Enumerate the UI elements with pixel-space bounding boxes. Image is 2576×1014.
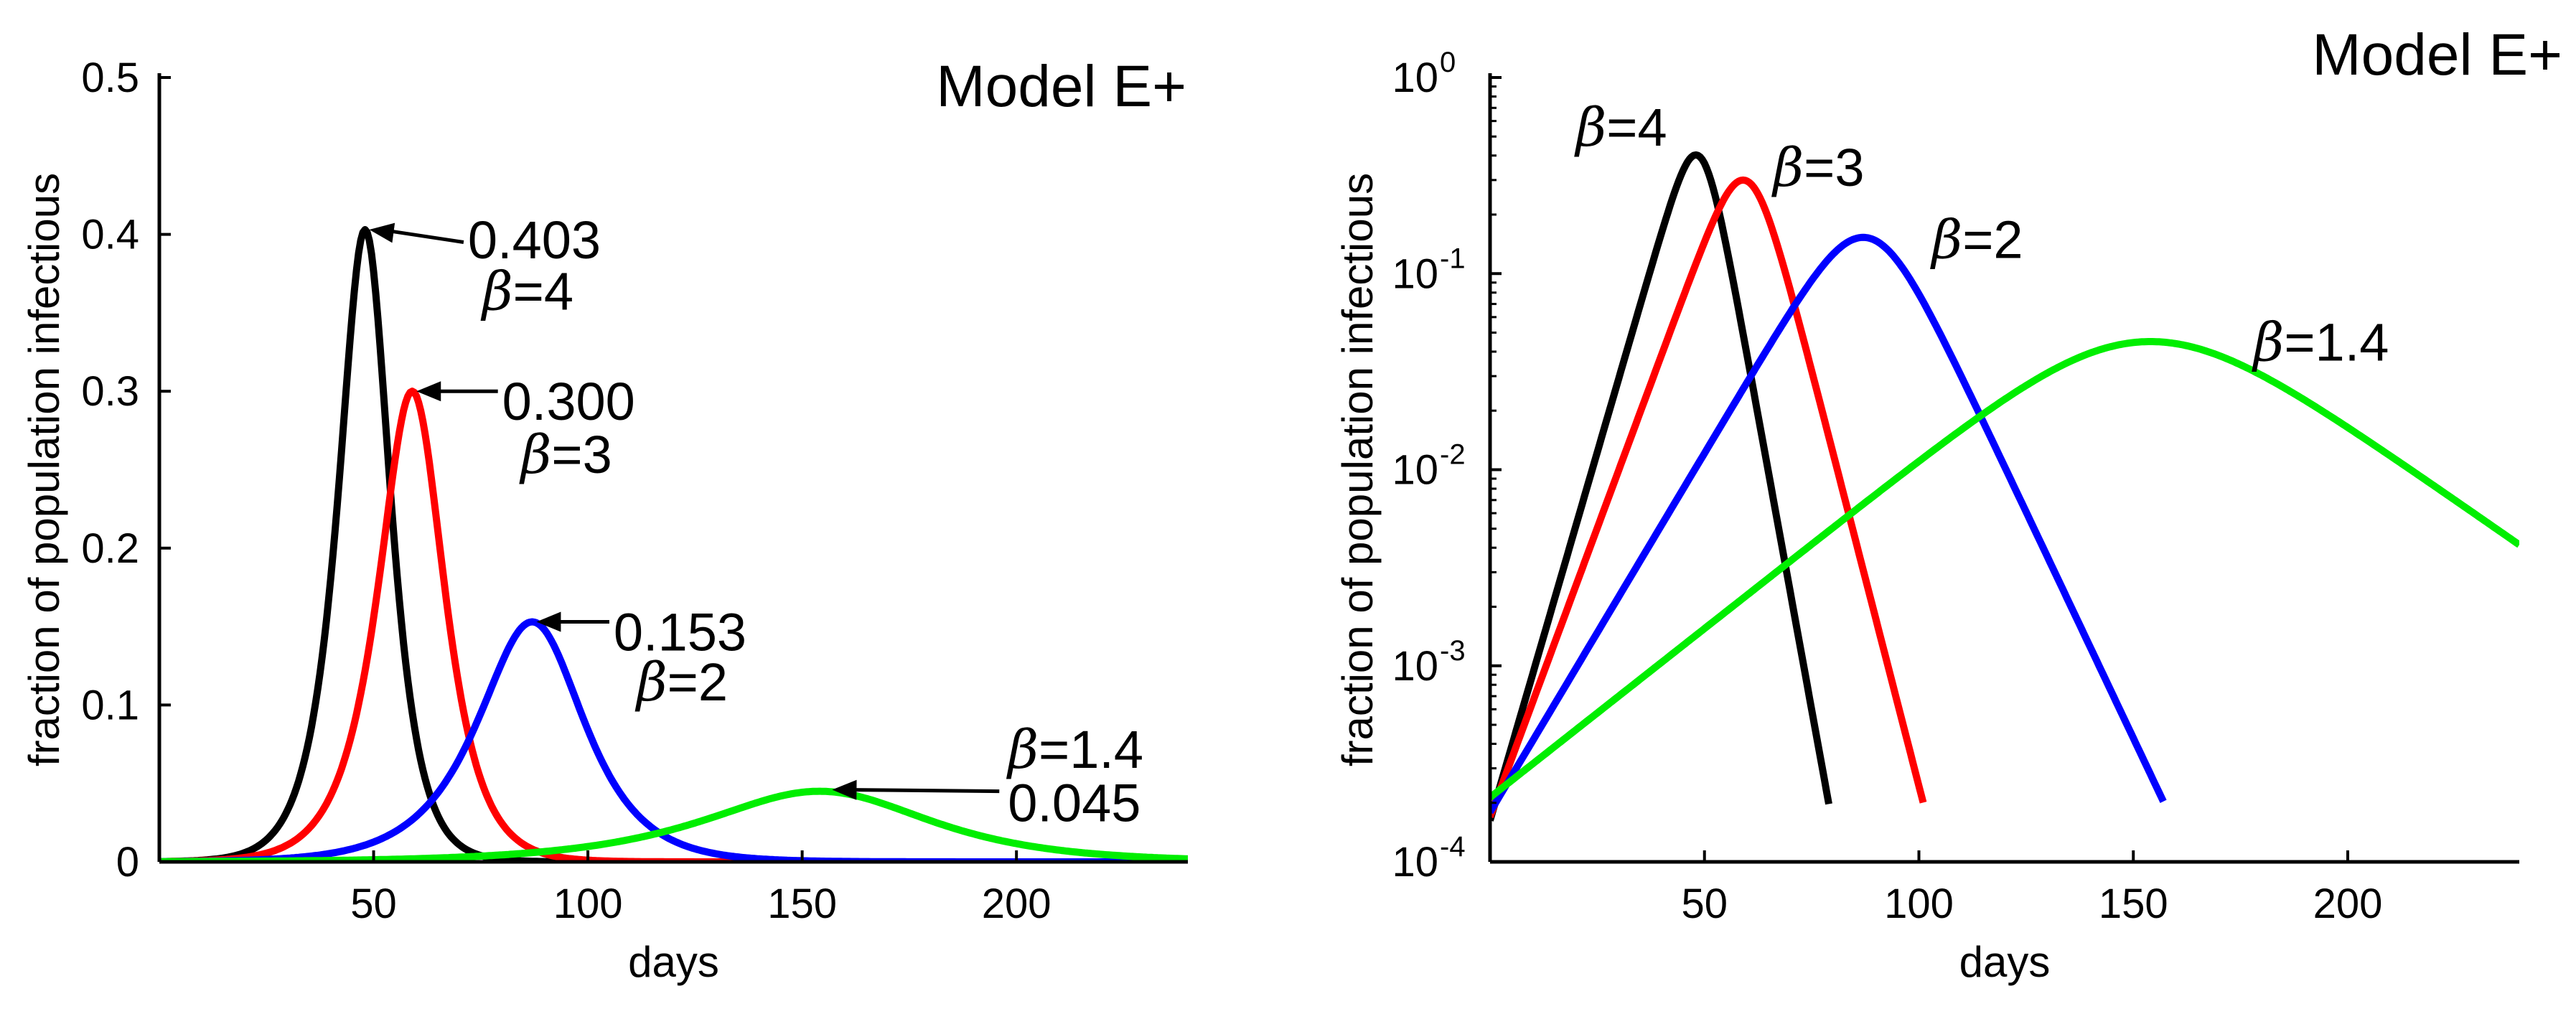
x-axis-label: days xyxy=(1959,938,2051,986)
x-tick-label: 50 xyxy=(1681,881,1728,927)
x-tick-label: 100 xyxy=(553,881,623,927)
chart-title: Model E+ xyxy=(936,54,1186,119)
x-tick-label: 50 xyxy=(350,881,397,927)
y-tick-label: 0.1 xyxy=(81,682,139,728)
annotation-label-beta: β xyxy=(1929,210,1962,271)
series-line-3 xyxy=(1490,338,2519,801)
x-tick-label: 200 xyxy=(982,881,1052,927)
annotation-label: β=2 xyxy=(1929,210,2023,271)
annotation-label-rest: =2 xyxy=(668,652,728,712)
annotation-label-rest: =4 xyxy=(513,262,573,321)
y-tick-label-base: 10 xyxy=(1392,250,1438,297)
annotation-label-rest: =4 xyxy=(1606,98,1667,157)
annotation-label: β=3 xyxy=(519,424,612,486)
annotation-label-rest: =1.4 xyxy=(2284,312,2389,372)
y-axis-label: fraction of population infectious xyxy=(20,173,68,766)
annotation-value: 0.403 xyxy=(468,210,601,270)
annotation-arrow-line xyxy=(843,787,1000,794)
x-tick-label: 200 xyxy=(2313,881,2383,927)
annotation-arrow-line xyxy=(380,227,464,245)
annotation-value: 0.045 xyxy=(1008,774,1141,833)
y-axis-label: fraction of population infectious xyxy=(1334,173,1382,766)
annotation-label-beta: β xyxy=(519,424,552,486)
y-tick-label: 0 xyxy=(116,839,139,886)
annotation-value: 0.300 xyxy=(502,372,635,431)
annotation-label: β=3 xyxy=(1771,137,1864,199)
series-line-2 xyxy=(1490,233,2167,815)
x-tick-label: 150 xyxy=(2099,881,2168,927)
annotation-label-rest: =2 xyxy=(1962,210,2023,270)
annotation-label-beta: β xyxy=(2252,311,2285,373)
y-tick-label-base: 10 xyxy=(1392,55,1438,101)
annotation-label-beta: β xyxy=(634,652,668,713)
annotation-label-rest: =1.4 xyxy=(1039,720,1143,779)
y-tick-label: 0.3 xyxy=(81,368,139,415)
annotation-label-rest: =3 xyxy=(1804,138,1864,197)
annotation-label-beta: β xyxy=(1771,137,1804,199)
annotation-label: β=1.4 xyxy=(1006,719,1143,781)
series-group xyxy=(1490,151,2519,822)
y-tick-label: 0.5 xyxy=(81,55,139,101)
y-tick-label: 0.4 xyxy=(81,212,139,258)
annotation-label: β=4 xyxy=(480,261,573,323)
annotation-label: β=4 xyxy=(1574,97,1667,159)
chart-linear: 50 100 150 200 0 0.1 0.2 0.3 0.4 0.5 days fraction … xyxy=(20,54,1188,986)
annotation-value: 0.153 xyxy=(614,602,746,662)
annotation-arrow-head xyxy=(369,222,395,243)
annotation-label-beta: β xyxy=(1006,719,1039,781)
x-tick-label: 150 xyxy=(767,881,837,927)
y-tick-label: 0.2 xyxy=(81,525,139,572)
y-tick-label-base: 10 xyxy=(1392,447,1438,494)
annotation-arrow-head xyxy=(416,381,441,402)
x-tick-label: 100 xyxy=(1884,881,1954,927)
annotation-arrow-head xyxy=(832,779,857,800)
annotation-label: β=2 xyxy=(634,652,728,713)
chart-title: Model E+ xyxy=(2312,22,2562,88)
y-tick-label-exp: -1 xyxy=(1440,243,1466,274)
annotation-label-beta: β xyxy=(1574,97,1607,159)
series-line-0 xyxy=(1490,151,1832,822)
y-tick-label-base: 10 xyxy=(1392,839,1438,886)
y-tick-label-exp: -2 xyxy=(1440,439,1466,471)
x-axis-label: days xyxy=(628,938,719,986)
annotation-label-rest: =3 xyxy=(551,425,612,484)
annotation-label-beta: β xyxy=(480,261,513,323)
annotation-arrow-head xyxy=(536,611,561,632)
y-tick-label-exp: -4 xyxy=(1440,831,1466,863)
y-tick-label-exp: 0 xyxy=(1440,47,1456,78)
y-tick-label-base: 10 xyxy=(1392,643,1438,690)
annotation-label: β=1.4 xyxy=(2252,311,2389,373)
y-tick-label-exp: -3 xyxy=(1440,635,1466,667)
series-line-1 xyxy=(1490,176,1927,819)
